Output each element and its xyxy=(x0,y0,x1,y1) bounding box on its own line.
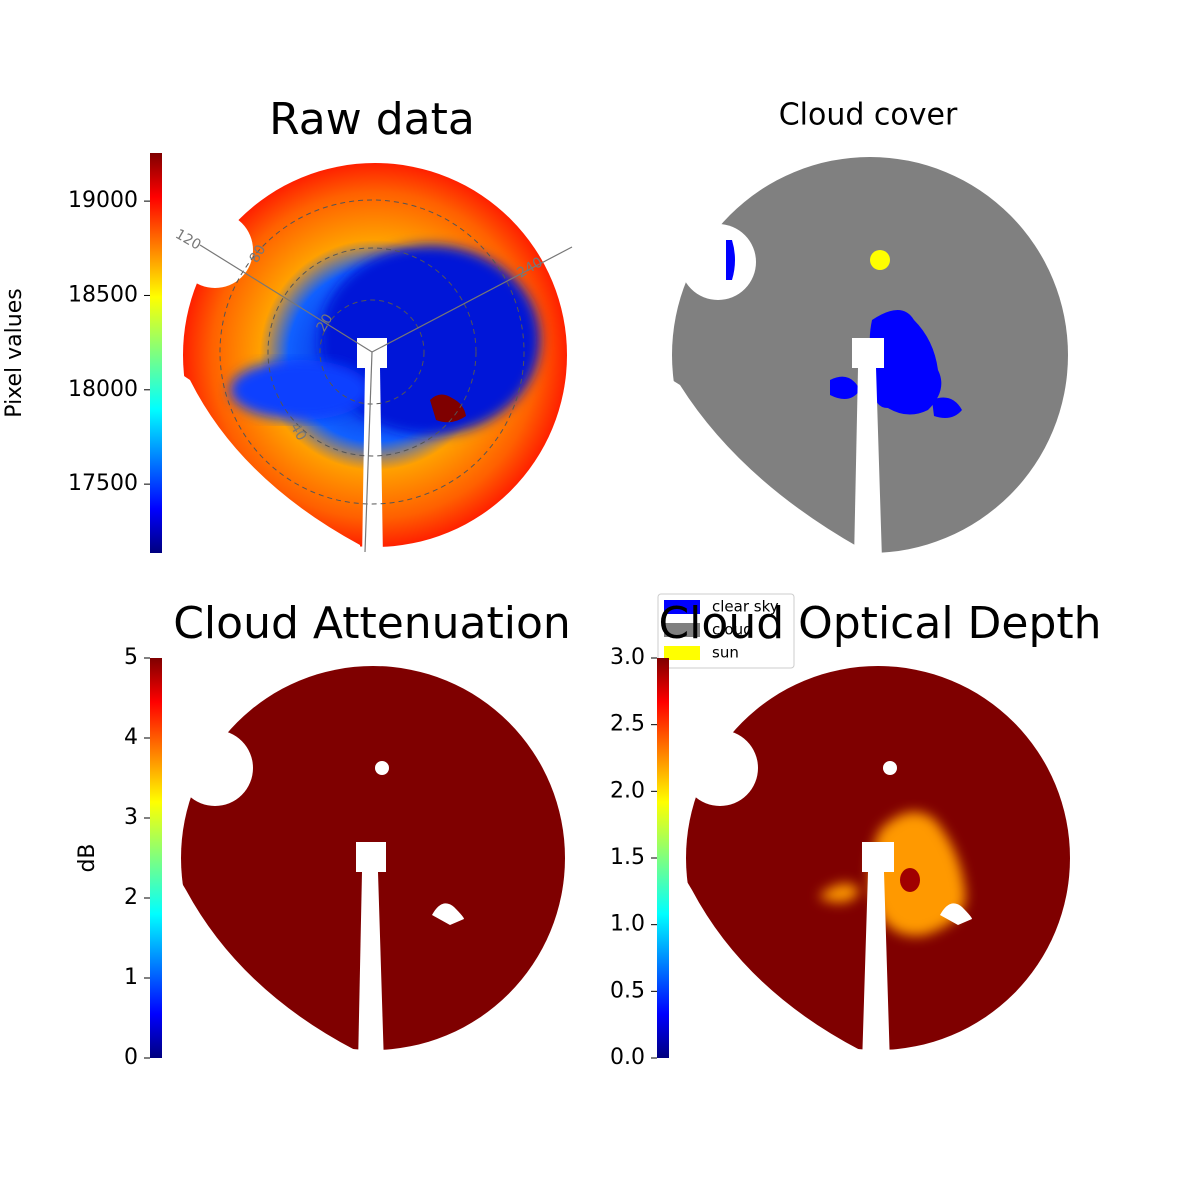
legend-swatch xyxy=(664,623,700,637)
colorbar-tick-label: 2.5 xyxy=(610,712,645,737)
colorbar xyxy=(657,658,669,1058)
colorbar-tick-label: 4 xyxy=(124,725,138,750)
colorbar-tick-label: 3.0 xyxy=(610,645,645,670)
colorbar-tick-label: 3 xyxy=(124,805,138,830)
cloud-image xyxy=(672,157,1068,560)
colorbar-label: dB xyxy=(75,843,100,872)
legend-swatch xyxy=(664,646,700,660)
colorbar-tick-label: 1 xyxy=(124,965,138,990)
colorbar-tick-label: 1.5 xyxy=(610,845,645,870)
polar-label: 80 xyxy=(247,242,270,265)
colorbar-tick-label: 5 xyxy=(124,645,138,670)
colorbar-tick-label: 0 xyxy=(124,1045,138,1070)
attenuation-image xyxy=(177,666,565,1065)
legend-swatch xyxy=(664,600,700,614)
panel-title: Cloud Optical Depth xyxy=(658,598,1101,649)
colorbar-tick-label: 18000 xyxy=(68,377,138,402)
colorbar-tick-label: 0.0 xyxy=(610,1045,645,1070)
optical-depth-image xyxy=(682,666,1070,1065)
panel-title: Cloud Attenuation xyxy=(173,598,571,649)
polar-label: 20 xyxy=(314,311,337,334)
colorbar-tick-label: 0.5 xyxy=(610,978,645,1003)
panel-title: Raw data xyxy=(269,94,475,145)
colorbar-tick-label: 2 xyxy=(124,885,138,910)
colorbar-tick-label: 2.0 xyxy=(610,778,645,803)
polar-label: 40 xyxy=(287,420,310,443)
legend-label: cloud xyxy=(712,621,753,639)
colorbar-tick-label: 17500 xyxy=(68,471,138,496)
panel-title: Cloud cover xyxy=(779,98,958,133)
legend-label: clear sky xyxy=(712,598,779,616)
raw-image xyxy=(175,163,573,560)
colorbar-tick-label: 1.0 xyxy=(610,912,645,937)
colorbar-tick-label: 19000 xyxy=(68,188,138,213)
colorbar-label: Pixel values xyxy=(2,288,27,417)
legend-label: sun xyxy=(712,644,739,662)
colorbar xyxy=(150,153,162,553)
colorbar xyxy=(150,658,162,1058)
colorbar-tick-label: 18500 xyxy=(68,282,138,307)
